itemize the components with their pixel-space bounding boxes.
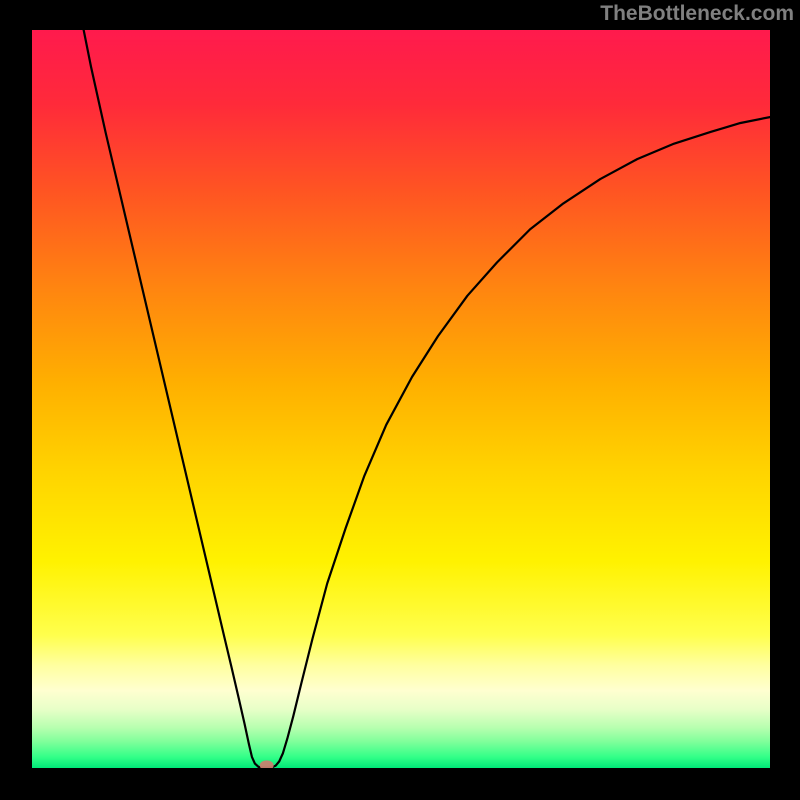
figure-container: TheBottleneck.com <box>0 0 800 800</box>
watermark-text: TheBottleneck.com <box>600 2 794 26</box>
plot-area <box>32 30 770 768</box>
